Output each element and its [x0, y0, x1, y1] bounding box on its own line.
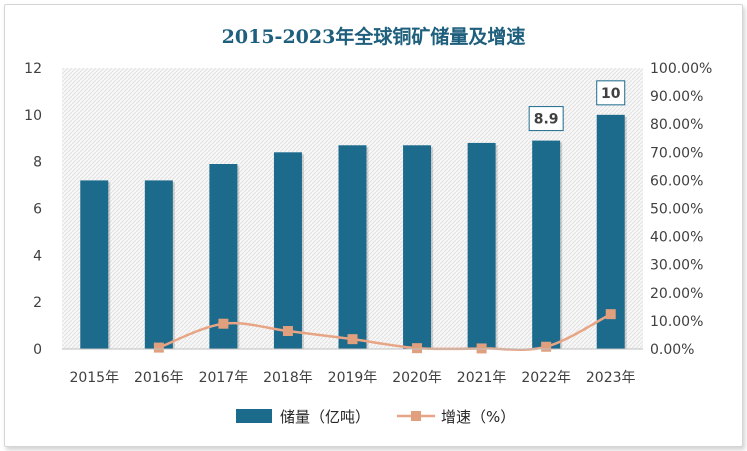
growth-marker-2021年: [476, 343, 487, 354]
y2-tick-label: 80.00%: [650, 117, 703, 133]
y-tick-label: 8: [33, 155, 42, 171]
data-label-2022年: 8.9: [534, 112, 559, 128]
bar-2015年: [80, 180, 109, 349]
y-tick-label: 0: [33, 342, 42, 358]
growth-marker-2022年: [541, 341, 552, 352]
bar-2017年: [209, 164, 238, 349]
y-tick-label: 6: [33, 202, 42, 218]
bar-2018年: [273, 152, 302, 349]
legend-bar-label: 储量（亿吨）: [280, 408, 370, 426]
chart-title: 2015-2023年全球铜矿储量及增速: [221, 26, 526, 48]
growth-marker-2017年: [218, 318, 229, 329]
legend-bar-swatch: [236, 409, 272, 423]
y2-tick-label: 60.00%: [650, 173, 703, 189]
y2-tick-label: 0.00%: [650, 342, 694, 358]
x-tick-label: 2021年: [457, 370, 507, 386]
x-tick-label: 2018年: [263, 370, 313, 386]
y2-tick-label: 10.00%: [650, 314, 703, 330]
legend-line-marker: [411, 411, 421, 421]
growth-marker-2020年: [412, 343, 423, 354]
bar-2019年: [338, 145, 367, 349]
y-tick-label: 2: [33, 295, 42, 311]
x-tick-label: 2016年: [134, 370, 184, 386]
bar-2022年: [532, 140, 561, 349]
y2-tick-label: 20.00%: [650, 286, 703, 302]
bar-2020年: [403, 145, 432, 349]
bar-2016年: [144, 180, 173, 349]
y2-tick-label: 30.00%: [650, 258, 703, 274]
data-label-box: [528, 106, 564, 132]
data-label-box: [596, 80, 626, 106]
x-tick-label: 2023年: [586, 370, 636, 386]
x-tick-label: 2017年: [199, 370, 249, 386]
bar-2021年: [467, 142, 496, 349]
growth-marker-2023年: [605, 309, 616, 320]
growth-marker-2018年: [282, 326, 293, 337]
legend-line-label: 增速（%）: [441, 408, 515, 426]
y2-tick-label: 90.00%: [650, 89, 703, 105]
x-tick-label: 2022年: [521, 370, 571, 386]
data-label-2023年: 10: [601, 86, 621, 102]
x-tick-label: 2020年: [392, 370, 442, 386]
growth-marker-2019年: [347, 334, 358, 345]
y2-tick-label: 100.00%: [650, 61, 712, 77]
y-tick-label: 10: [24, 108, 42, 124]
growth-line: [158, 313, 612, 351]
x-tick-label: 2015年: [69, 370, 119, 386]
y2-tick-label: 50.00%: [650, 202, 703, 218]
x-tick-label: 2019年: [328, 370, 378, 386]
y2-tick-label: 40.00%: [650, 230, 703, 246]
growth-marker-2016年: [153, 342, 164, 353]
y-tick-label: 4: [33, 248, 42, 264]
y-tick-label: 12: [24, 61, 42, 77]
y2-tick-label: 70.00%: [650, 145, 703, 161]
